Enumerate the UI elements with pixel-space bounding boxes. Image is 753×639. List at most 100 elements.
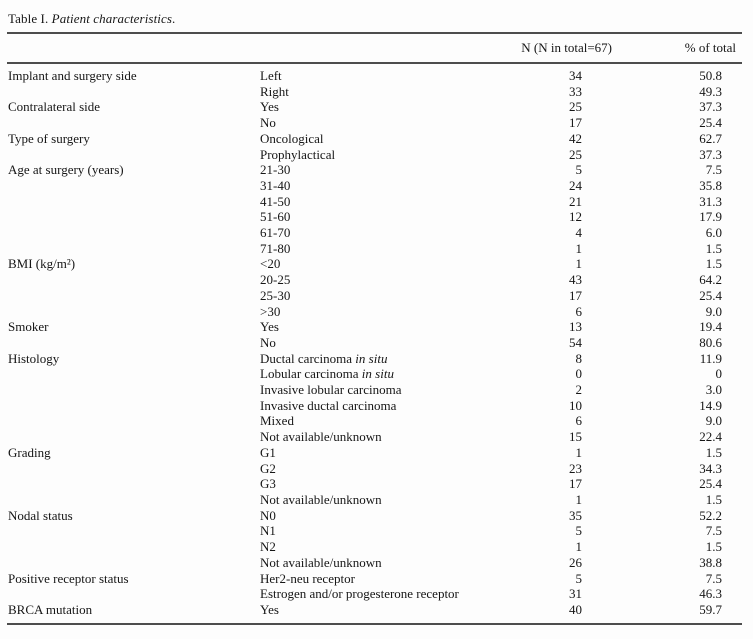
- pct-value-cell: 59.7: [699, 601, 722, 617]
- n-value-cell: 43: [569, 272, 582, 288]
- pct-value-cell: 1.5: [705, 539, 722, 555]
- subcategory-cell: 31-40: [260, 178, 500, 194]
- subcategory-cell: Left: [260, 63, 500, 84]
- n-value-cell: 10: [569, 397, 582, 413]
- table-row: G2 23 34.3: [7, 461, 742, 477]
- pct-value-cell: 35.8: [699, 177, 722, 193]
- subcategory-label: 41-50: [260, 193, 291, 209]
- pct-value-cell: 11.9: [699, 350, 722, 366]
- category-cell: [7, 335, 260, 351]
- table-row: Smoker Yes 13 19.4: [7, 319, 742, 335]
- category-cell: [7, 209, 260, 225]
- subcategory-cell: 61-70: [260, 225, 500, 241]
- pct-value-cell: 46.3: [699, 586, 722, 602]
- pct-value-cell: 7.5: [705, 523, 722, 539]
- n-value-cell: 1: [575, 256, 583, 272]
- pct-value-cell: 31.3: [699, 193, 722, 209]
- category-cell: Implant and surgery side: [8, 68, 137, 83]
- n-value-cell: 1: [575, 240, 583, 256]
- caption-label: Table I.: [8, 11, 49, 26]
- n-value-cell: 25: [569, 146, 582, 162]
- category-cell: [7, 539, 260, 555]
- subcategory-label: Yes: [260, 319, 279, 335]
- pct-value-cell: 14.9: [699, 397, 722, 413]
- pct-value-cell: 1.5: [705, 444, 722, 460]
- category-cell: [7, 461, 260, 477]
- subcategory-label: Prophylactical: [260, 146, 336, 162]
- subcategory-cell: Mixed: [260, 413, 500, 429]
- table-header: N (N in total=67) % of total: [7, 33, 742, 64]
- pct-value-cell: 9.0: [705, 303, 722, 319]
- subcategory-label: N0: [260, 507, 276, 523]
- n-value-cell: 6: [575, 303, 583, 319]
- table-row: Invasive ductal carcinoma 10 14.9: [7, 398, 742, 414]
- category-cell: [7, 382, 260, 398]
- subcategory-label: Lobular carcinoma: [260, 366, 359, 382]
- pct-value-cell: 7.5: [705, 162, 722, 178]
- category-cell: [7, 288, 260, 304]
- subcategory-label: Left: [260, 68, 282, 83]
- table-row: Not available/unknown 26 38.8: [7, 555, 742, 571]
- col-header-subcategory: [260, 33, 500, 64]
- category-cell: [7, 413, 260, 429]
- table-row: N1 5 7.5: [7, 523, 742, 539]
- subcategory-label: Right: [260, 83, 289, 99]
- subcategory-cell: Yes: [260, 319, 500, 335]
- caption-period: .: [172, 11, 176, 26]
- table-row: Lobular carcinoma in situ 0 0: [7, 366, 742, 382]
- table-row: No 54 80.6: [7, 335, 742, 351]
- table-row: 20-25 43 64.2: [7, 272, 742, 288]
- n-value-cell: 8: [575, 350, 583, 366]
- subcategory-cell: G1: [260, 445, 500, 461]
- subcategory-cell: Prophylactical: [260, 147, 500, 163]
- table-row: 71-80 1 1.5: [7, 241, 742, 257]
- pct-value-cell: 38.8: [699, 554, 722, 570]
- n-value-cell: 4: [575, 225, 583, 241]
- category-cell: Contralateral side: [8, 99, 101, 115]
- subcategory-cell: Not available/unknown: [260, 555, 500, 571]
- patient-characteristics-table: N (N in total=67) % of total Implant and…: [7, 32, 742, 625]
- table-row: Nodal status N0 35 52.2: [7, 508, 742, 524]
- category-cell: [7, 147, 260, 163]
- n-value-cell: 26: [569, 554, 582, 570]
- table-row: 41-50 21 31.3: [7, 194, 742, 210]
- n-value-cell: 5: [575, 523, 583, 539]
- category-cell: Grading: [8, 444, 51, 460]
- table-row: Grading G1 1 1.5: [7, 445, 742, 461]
- category-cell: BMI (kg/m²): [8, 256, 76, 272]
- subcategory-cell: Estrogen and/or progesterone receptor: [260, 586, 500, 602]
- pct-value-cell: 1.5: [705, 256, 722, 272]
- n-value-cell: 21: [569, 193, 582, 209]
- subcategory-cell: No: [260, 335, 500, 351]
- subcategory-cell: <20: [260, 256, 500, 272]
- category-cell: Age at surgery (years): [8, 162, 124, 178]
- pct-value-cell: 1.5: [705, 491, 722, 507]
- pct-value-cell: 34.3: [699, 460, 722, 476]
- pct-value-cell: 7.5: [705, 570, 722, 586]
- table-row: 31-40 24 35.8: [7, 178, 742, 194]
- table-row: BRCA mutation Yes 40 59.7: [7, 602, 742, 624]
- subcategory-label: 61-70: [260, 225, 291, 241]
- category-cell: Histology: [8, 350, 60, 366]
- pct-value-cell: 62.7: [699, 130, 722, 146]
- subcategory-label: 51-60: [260, 209, 291, 225]
- table-row: N2 1 1.5: [7, 539, 742, 555]
- subcategory-cell: 41-50: [260, 194, 500, 210]
- category-cell: [7, 225, 260, 241]
- pct-value-cell: 25.4: [699, 287, 722, 303]
- caption-title-italic: Patient characteristics: [48, 11, 173, 26]
- table-row: Age at surgery (years) 21-30 5 7.5: [7, 162, 742, 178]
- pct-value-cell: 25.4: [699, 115, 722, 131]
- category-cell: [7, 194, 260, 210]
- pct-value-cell: 1.5: [705, 240, 722, 256]
- pct-value-cell: 37.3: [699, 99, 722, 115]
- pct-value-cell: 6.0: [705, 225, 722, 241]
- subcategory-label: G2: [260, 460, 276, 476]
- header-row: N (N in total=67) % of total: [7, 33, 742, 64]
- subcategory-label: Invasive lobular carcinoma: [260, 382, 402, 398]
- n-value-cell: 5: [575, 162, 583, 178]
- table-row: Not available/unknown 15 22.4: [7, 429, 742, 445]
- subcategory-label: 31-40: [260, 177, 291, 193]
- subcategory-label: >30: [260, 303, 281, 319]
